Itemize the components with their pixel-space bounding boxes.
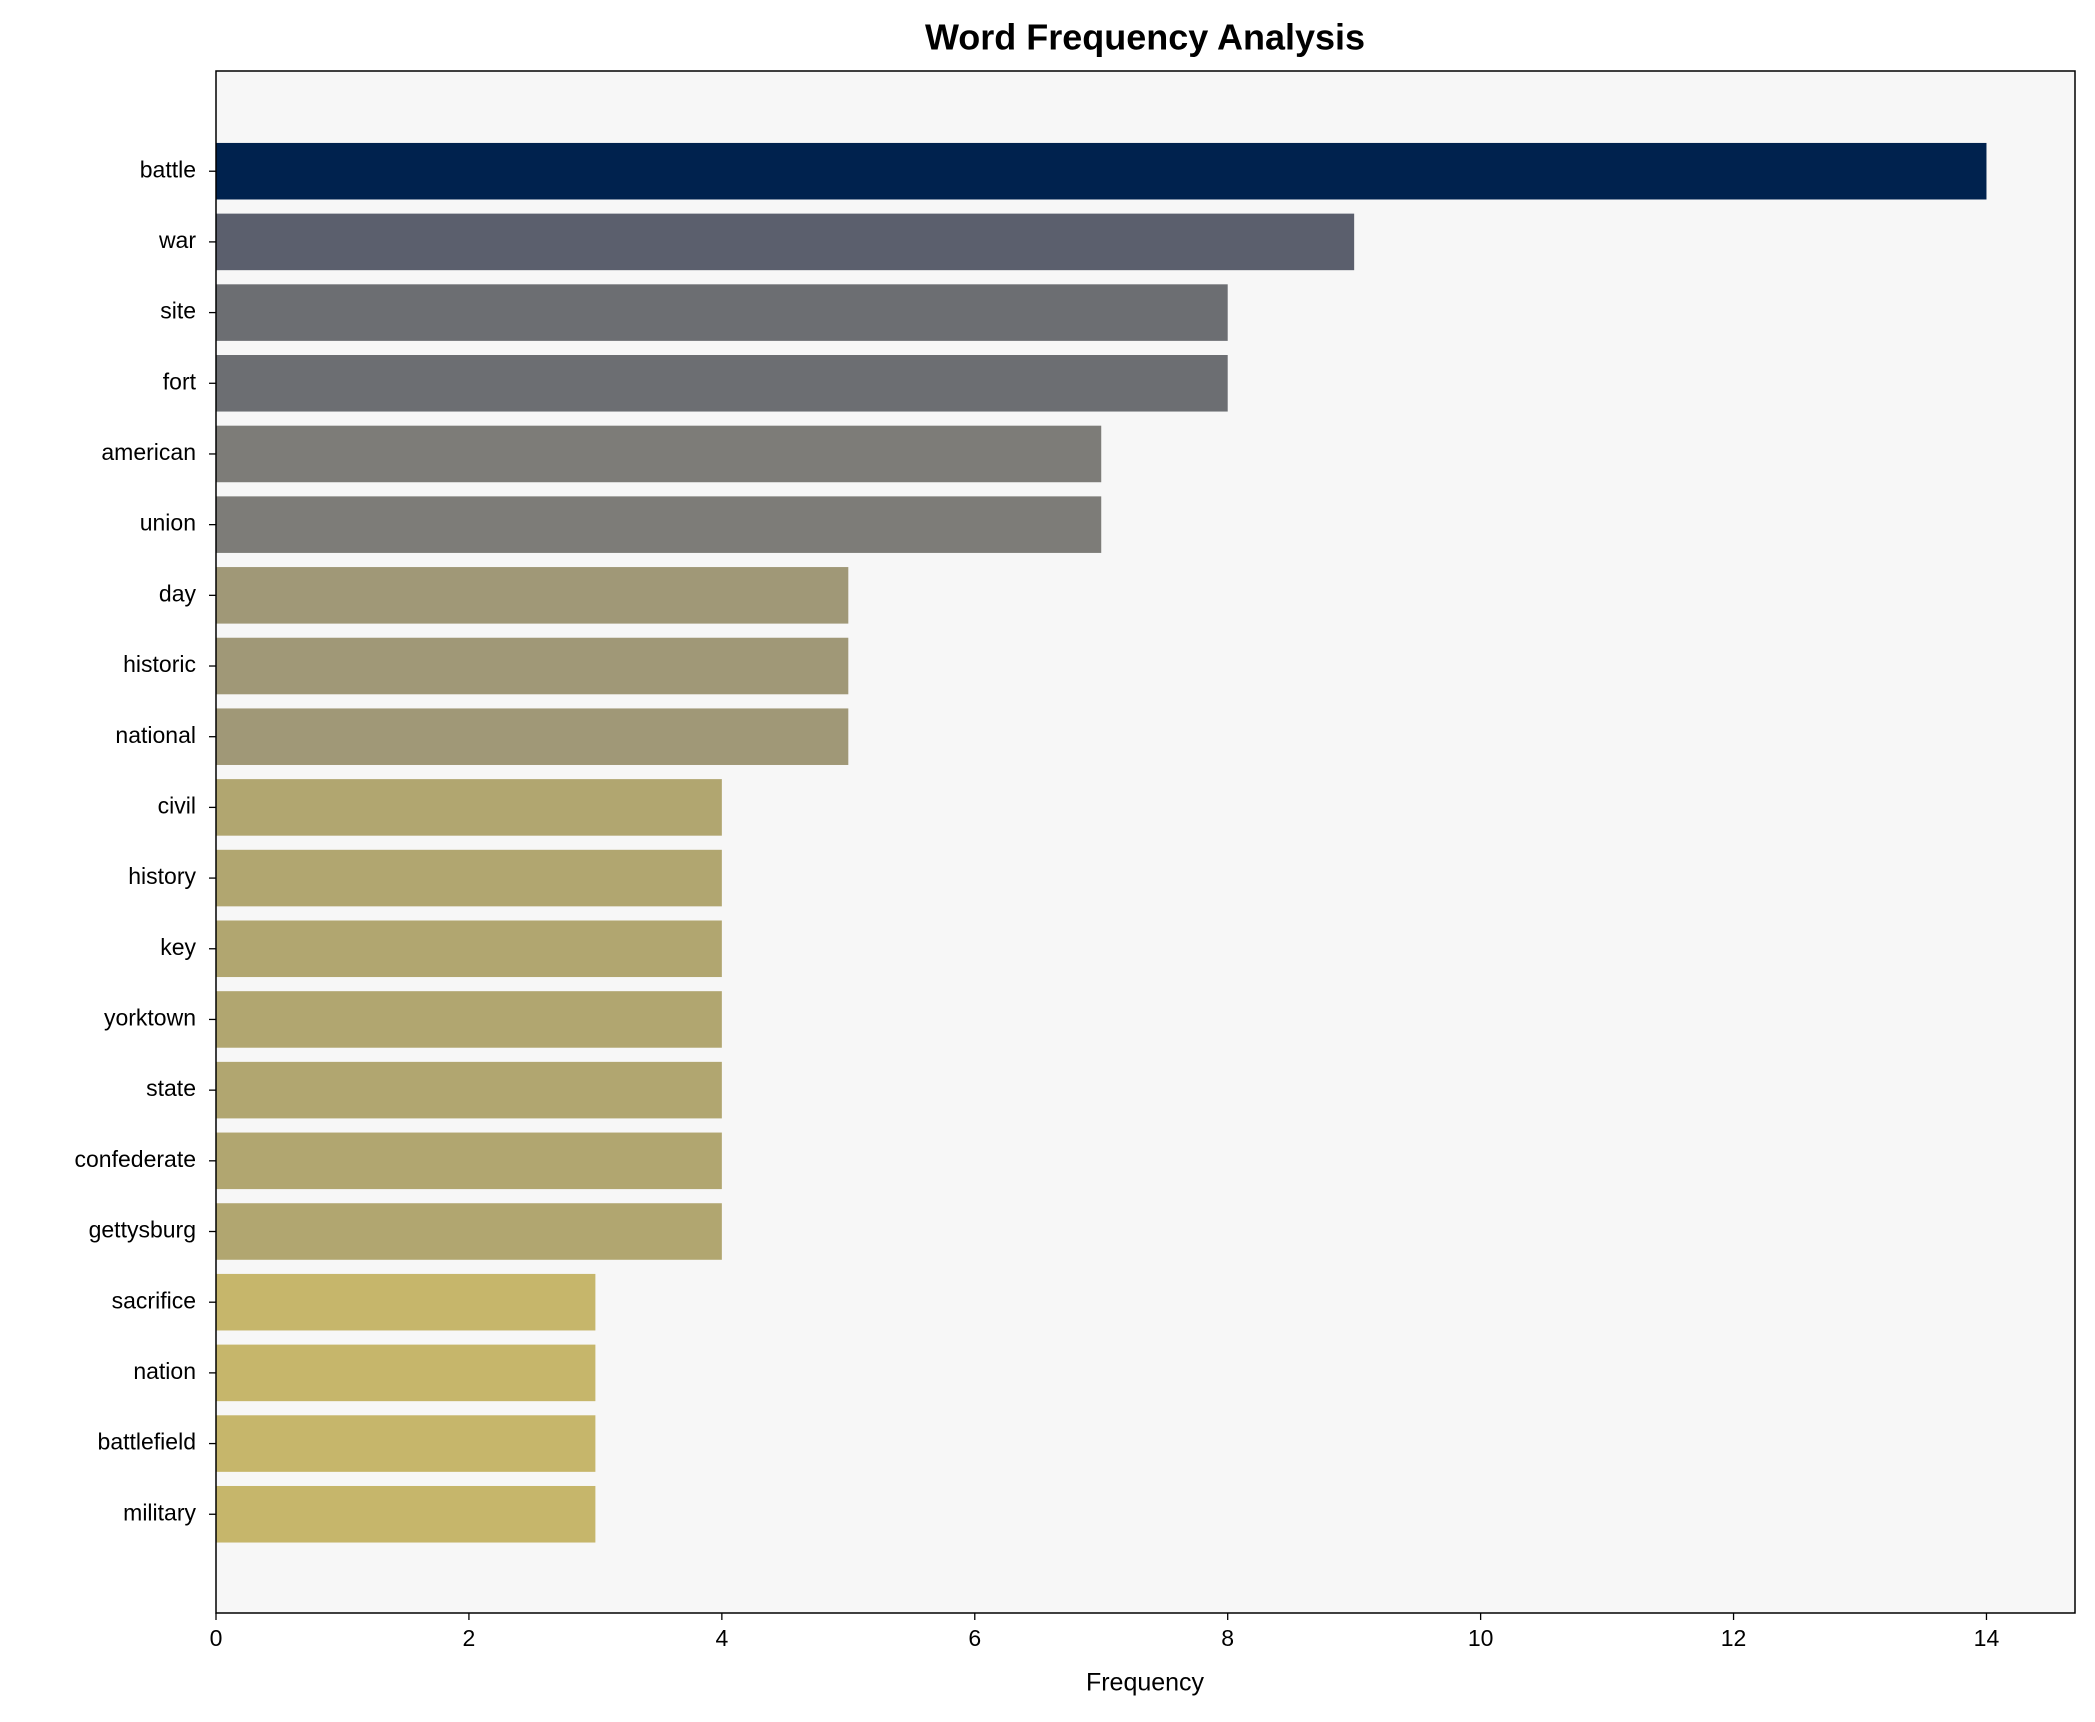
bar	[216, 1132, 722, 1190]
y-tick-label: key	[160, 934, 196, 960]
bar	[216, 1344, 596, 1402]
bar	[216, 1415, 596, 1472]
y-tick-label: union	[140, 510, 196, 536]
bar	[216, 425, 1102, 483]
y-tick-label: military	[123, 1499, 196, 1525]
y-tick-label: national	[115, 722, 196, 748]
bar	[216, 284, 1228, 341]
bar	[216, 920, 722, 978]
y-tick-label: battle	[140, 156, 196, 182]
x-tick-label: 10	[1468, 1625, 1494, 1651]
bar	[216, 496, 1102, 553]
x-tick-label: 12	[1721, 1625, 1747, 1651]
y-tick-label: sacrifice	[112, 1287, 196, 1313]
bar	[216, 1485, 596, 1543]
bar	[216, 355, 1228, 412]
y-tick-label: american	[101, 439, 196, 465]
bar	[216, 142, 1987, 200]
bar	[216, 213, 1355, 271]
bar	[216, 567, 849, 624]
bar	[216, 637, 849, 695]
x-tick-label: 4	[715, 1625, 728, 1651]
x-tick-label: 8	[1221, 1625, 1234, 1651]
y-tick-label: gettysburg	[89, 1217, 196, 1243]
bar	[216, 708, 849, 765]
y-tick-label: day	[159, 580, 197, 606]
x-tick-label: 2	[463, 1625, 476, 1651]
y-tick-label: civil	[158, 792, 196, 818]
plot-frame	[215, 70, 2076, 1614]
chart-title: Word Frequency Analysis	[925, 17, 1365, 58]
y-tick-label: war	[158, 227, 196, 253]
y-tick-label: yorktown	[104, 1005, 196, 1031]
bar	[216, 1203, 722, 1260]
bar	[216, 1273, 596, 1331]
y-tick-label: nation	[133, 1358, 196, 1384]
y-tick-label: fort	[163, 368, 197, 394]
bar	[216, 991, 722, 1048]
y-tick-label: state	[146, 1075, 196, 1101]
bar	[216, 1061, 722, 1119]
x-axis-label: Frequency	[1086, 1669, 1205, 1697]
y-tick-label: battlefield	[98, 1429, 196, 1455]
y-tick-label: site	[160, 298, 196, 324]
x-tick-label: 6	[968, 1625, 981, 1651]
x-tick-label: 14	[1974, 1625, 2000, 1651]
y-tick-label: historic	[123, 651, 196, 677]
bar	[216, 849, 722, 907]
y-tick-label: confederate	[75, 1146, 196, 1172]
x-tick-label: 0	[210, 1625, 223, 1651]
bar	[216, 779, 722, 836]
y-tick-label: history	[128, 863, 196, 889]
